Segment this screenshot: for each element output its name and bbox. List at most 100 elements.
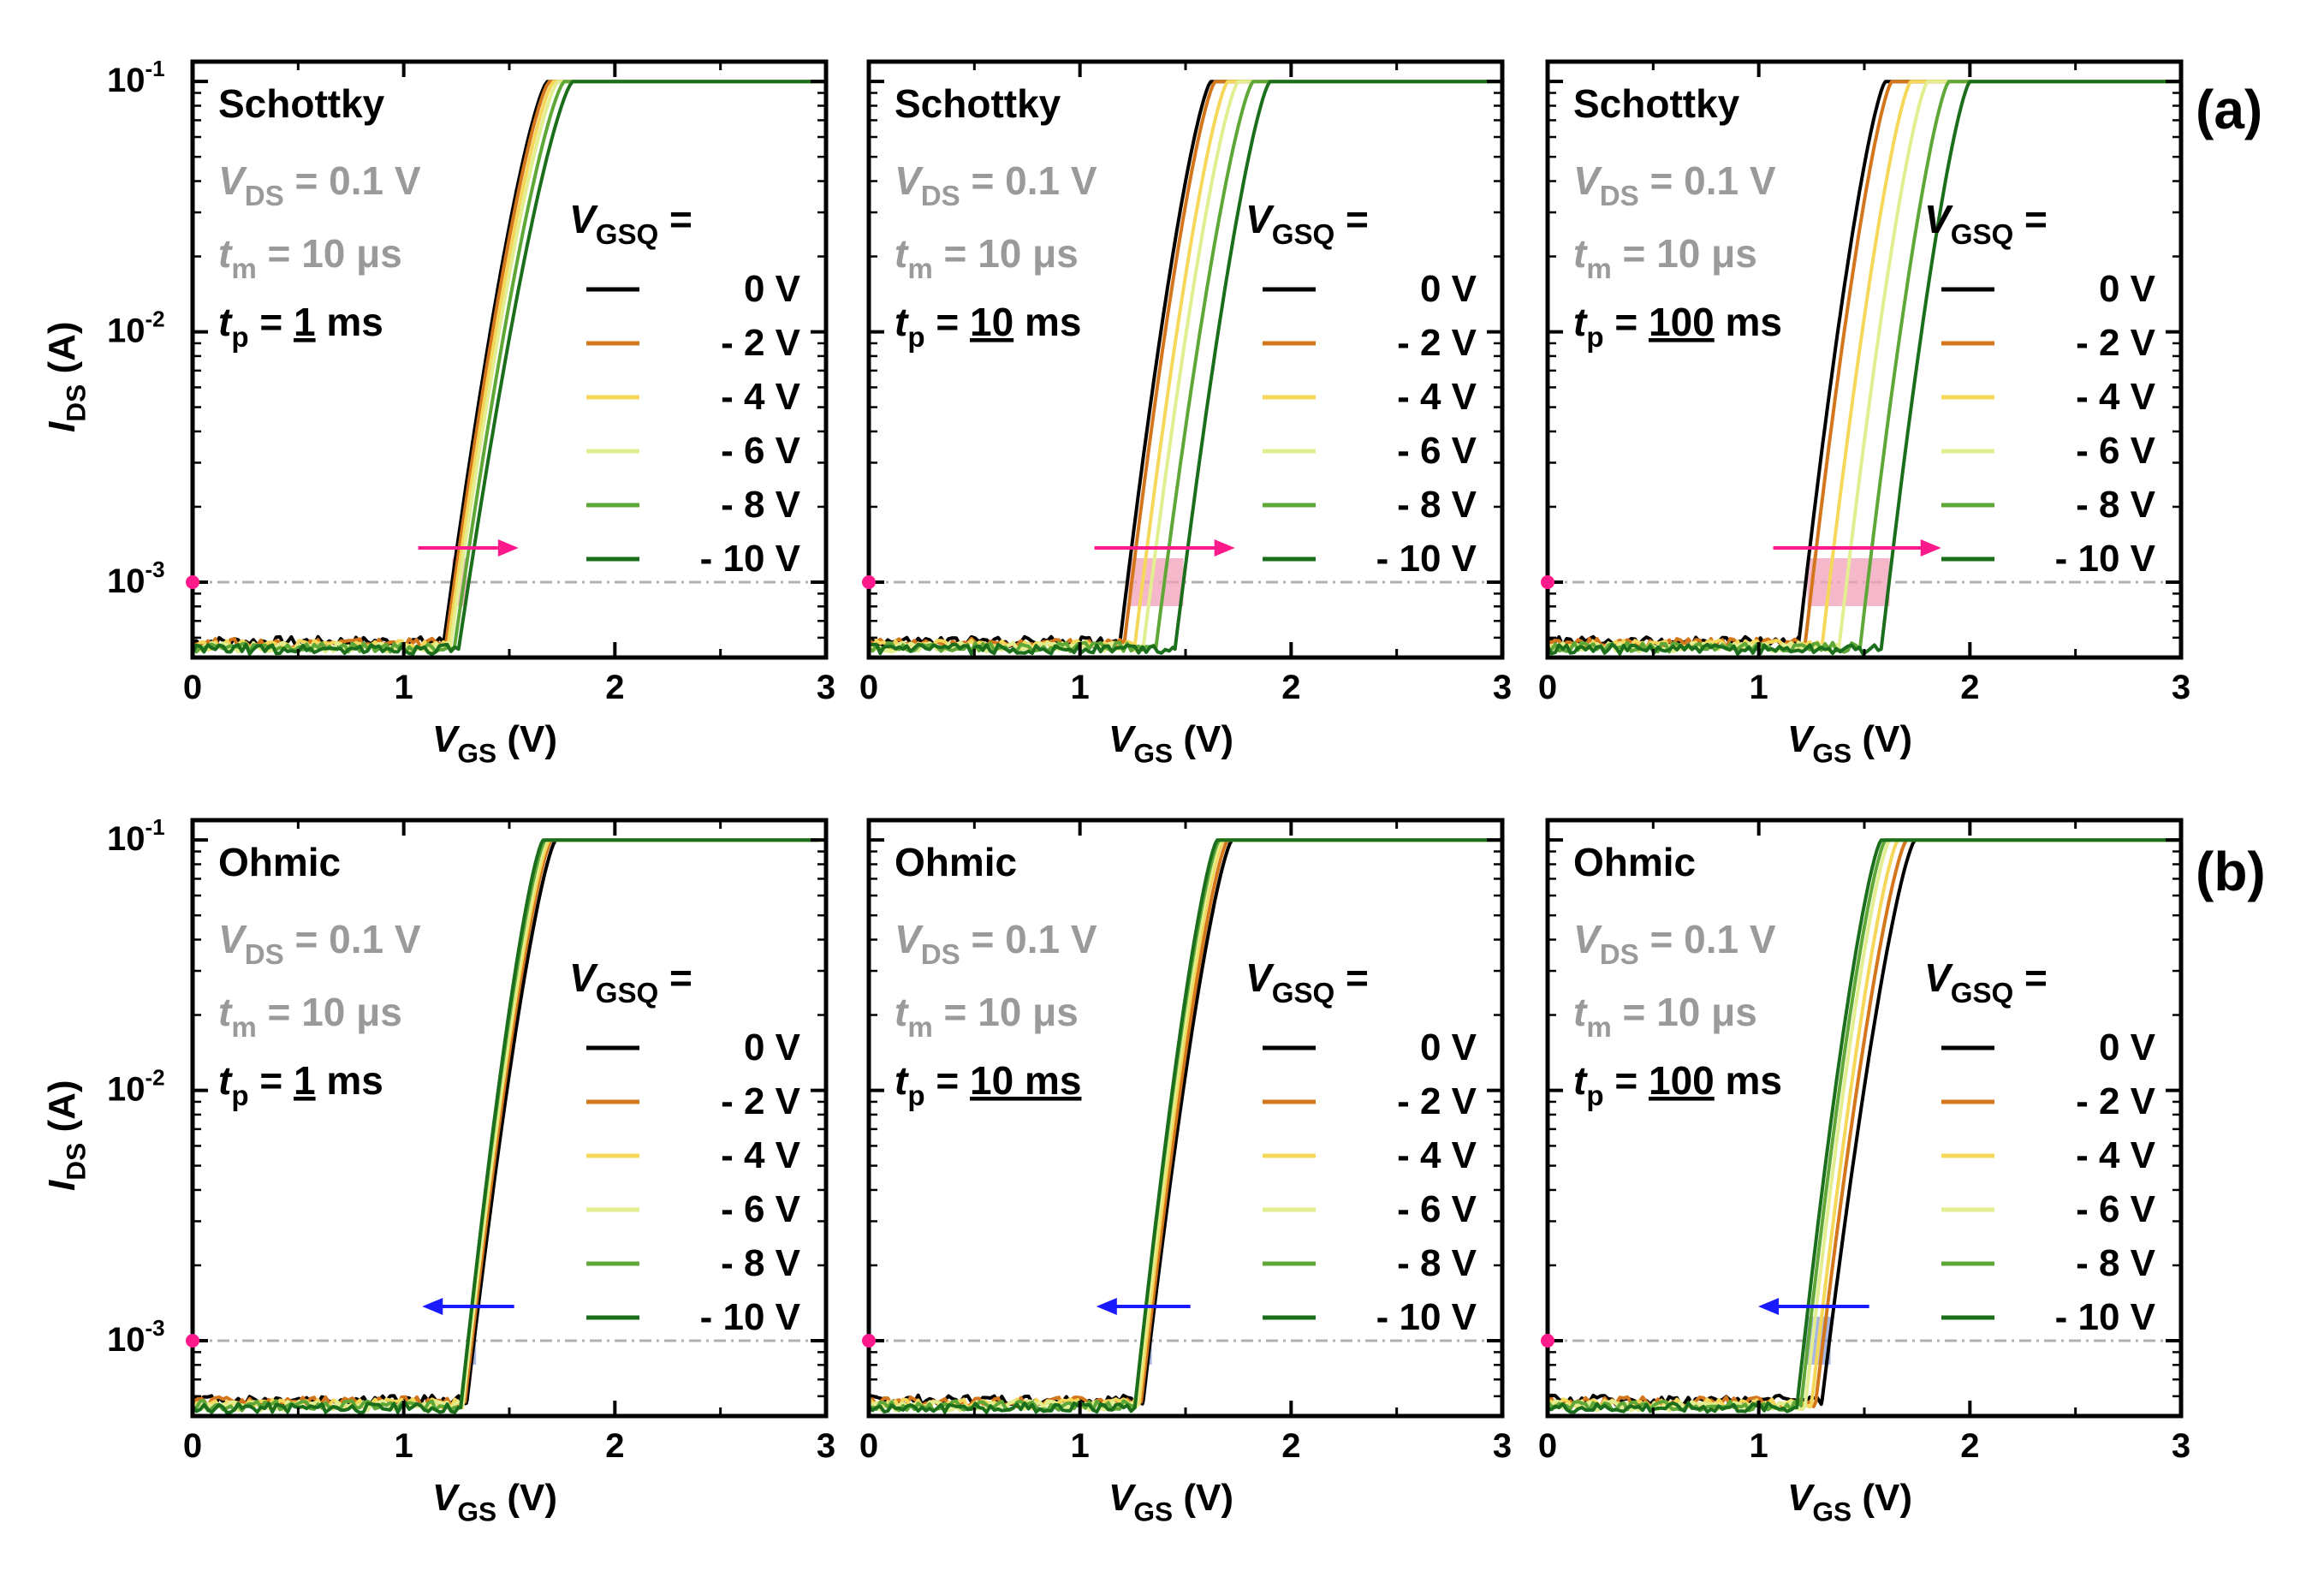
x-tick-label: 2 <box>605 669 624 706</box>
legend-label: - 8 V <box>2076 484 2156 526</box>
vds-annotation: VDS = 0.1 V <box>895 917 1097 971</box>
row-label-a: (a) <box>2196 79 2262 140</box>
contact-label: Schottky <box>218 81 385 126</box>
x-tick-label: 3 <box>1493 669 1512 706</box>
x-tick-label: 1 <box>1071 669 1090 706</box>
x-axis-label: VGS (V) <box>1787 1477 1912 1526</box>
legend-label: - 2 V <box>721 1080 801 1122</box>
x-tick-label: 3 <box>1493 1427 1512 1465</box>
tm-annotation: tm = 10 μs <box>895 231 1079 285</box>
legend-label: - 8 V <box>721 484 801 526</box>
reference-marker <box>1541 1333 1554 1348</box>
y-axis-label: IDS (A) <box>41 1080 91 1191</box>
y-tick-label: 10-1 <box>107 56 165 99</box>
legend-title: VGSQ = <box>569 955 692 1009</box>
tp-annotation: tp = 10 ms <box>895 1058 1081 1112</box>
x-tick-label: 1 <box>395 1427 413 1465</box>
legend-title: VGSQ = <box>1245 197 1369 251</box>
curve-10v <box>1548 838 2178 1414</box>
tm-annotation: tm = 10 μs <box>218 990 402 1044</box>
reference-marker <box>862 574 876 589</box>
legend-title: VGSQ = <box>1924 197 2048 251</box>
legend-label: - 2 V <box>1397 322 1477 364</box>
x-tick-label: 1 <box>1750 1427 1768 1465</box>
x-tick-label: 0 <box>1538 669 1557 706</box>
panel-ohmic-1-2: 0 1 2 3 VGS (V) Ohmic VDS = 0.1 V tm = 10 μs tp … <box>1538 818 2190 1526</box>
legend-label: - 4 V <box>721 1134 801 1176</box>
vds-annotation: VDS = 0.1 V <box>218 158 421 212</box>
x-tick-label: 1 <box>1750 669 1768 706</box>
reference-marker <box>186 574 199 589</box>
x-tick-label: 2 <box>1281 669 1300 706</box>
shift-arrow-head <box>497 539 519 556</box>
x-axis-label: VGS (V) <box>1109 1477 1233 1526</box>
legend-label: 0 V <box>1420 268 1477 310</box>
tp-annotation: tp = 10 ms <box>895 300 1081 354</box>
legend-label: - 6 V <box>721 430 801 472</box>
x-tick-label: 2 <box>1960 1427 1979 1465</box>
x-tick-label: 2 <box>605 1427 624 1465</box>
curve-10v <box>193 80 826 656</box>
curves <box>869 838 1502 1414</box>
curve-10v <box>869 80 1502 656</box>
x-tick-label: 0 <box>183 1427 202 1465</box>
legend-label: - 6 V <box>1397 430 1477 472</box>
vds-annotation: VDS = 0.1 V <box>895 158 1097 212</box>
legend-label: - 4 V <box>721 376 801 418</box>
tm-annotation: tm = 10 μs <box>895 990 1079 1044</box>
vds-annotation: VDS = 0.1 V <box>1573 158 1776 212</box>
legend-label: - 8 V <box>1397 1242 1477 1284</box>
curve-10v <box>193 838 818 1414</box>
y-axis-label: IDS (A) <box>41 321 91 432</box>
y-tick-label: 10-3 <box>107 1315 165 1359</box>
curves <box>1548 838 2181 1414</box>
legend-label: - 10 V <box>700 1296 801 1338</box>
contact-label: Ohmic <box>895 840 1017 884</box>
reference-marker <box>186 1333 199 1348</box>
x-tick-label: 2 <box>1281 1427 1300 1465</box>
legend-title: VGSQ = <box>569 197 692 251</box>
x-tick-label: 3 <box>2172 669 2190 706</box>
shift-arrow-head <box>1096 1297 1117 1315</box>
x-tick-label: 1 <box>395 669 413 706</box>
tp-annotation: tp = 100 ms <box>1573 300 1782 354</box>
tp-annotation: tp = 100 ms <box>1573 1058 1782 1112</box>
legend-label: - 4 V <box>1397 1134 1477 1176</box>
x-tick-label: 3 <box>2172 1427 2190 1465</box>
contact-label: Schottky <box>895 81 1061 126</box>
curves <box>193 80 826 656</box>
tp-annotation: tp = 1 ms <box>218 1058 383 1112</box>
legend-label: - 2 V <box>1397 1080 1477 1122</box>
legend-title: VGSQ = <box>1924 955 2048 1009</box>
x-tick-label: 0 <box>859 669 878 706</box>
vds-annotation: VDS = 0.1 V <box>1573 917 1776 971</box>
legend-label: - 6 V <box>721 1188 801 1230</box>
panel-ohmic-1-0: 0 1 2 3 10-1 10-2 10-3 VGS (V) IDS (A) Ohmic VDS =… <box>41 814 835 1526</box>
shift-arrow-head <box>1214 539 1235 556</box>
legend-label: - 2 V <box>2076 1080 2156 1122</box>
shift-arrow-head <box>422 1297 443 1315</box>
curve-8v <box>869 80 1496 654</box>
legend-label: - 6 V <box>2076 1188 2156 1230</box>
legend-label: - 10 V <box>1376 538 1477 580</box>
x-tick-label: 0 <box>859 1427 878 1465</box>
curve-10v <box>1548 80 2181 656</box>
x-tick-label: 3 <box>817 669 835 706</box>
legend-label: 0 V <box>744 268 801 310</box>
legend-label: - 10 V <box>700 538 801 580</box>
shift-band <box>1128 557 1184 606</box>
legend-label: - 10 V <box>2055 1296 2156 1338</box>
legend-title: VGSQ = <box>1245 955 1369 1009</box>
x-tick-label: 3 <box>817 1427 835 1465</box>
y-tick-label: 10-1 <box>107 814 165 858</box>
tm-annotation: tm = 10 μs <box>1573 231 1757 285</box>
panel-schottky-0-1: 0 1 2 3 VGS (V) Schottky VDS = 0.1 V tm = 10 μs… <box>859 59 1512 768</box>
legend-label: 0 V <box>2099 268 2156 310</box>
legend-label: - 8 V <box>721 1242 801 1284</box>
contact-label: Ohmic <box>218 840 341 884</box>
legend-label: - 4 V <box>1397 376 1477 418</box>
x-axis-label: VGS (V) <box>1787 718 1912 768</box>
legend-label: 0 V <box>744 1027 801 1068</box>
contact-label: Schottky <box>1573 81 1740 126</box>
